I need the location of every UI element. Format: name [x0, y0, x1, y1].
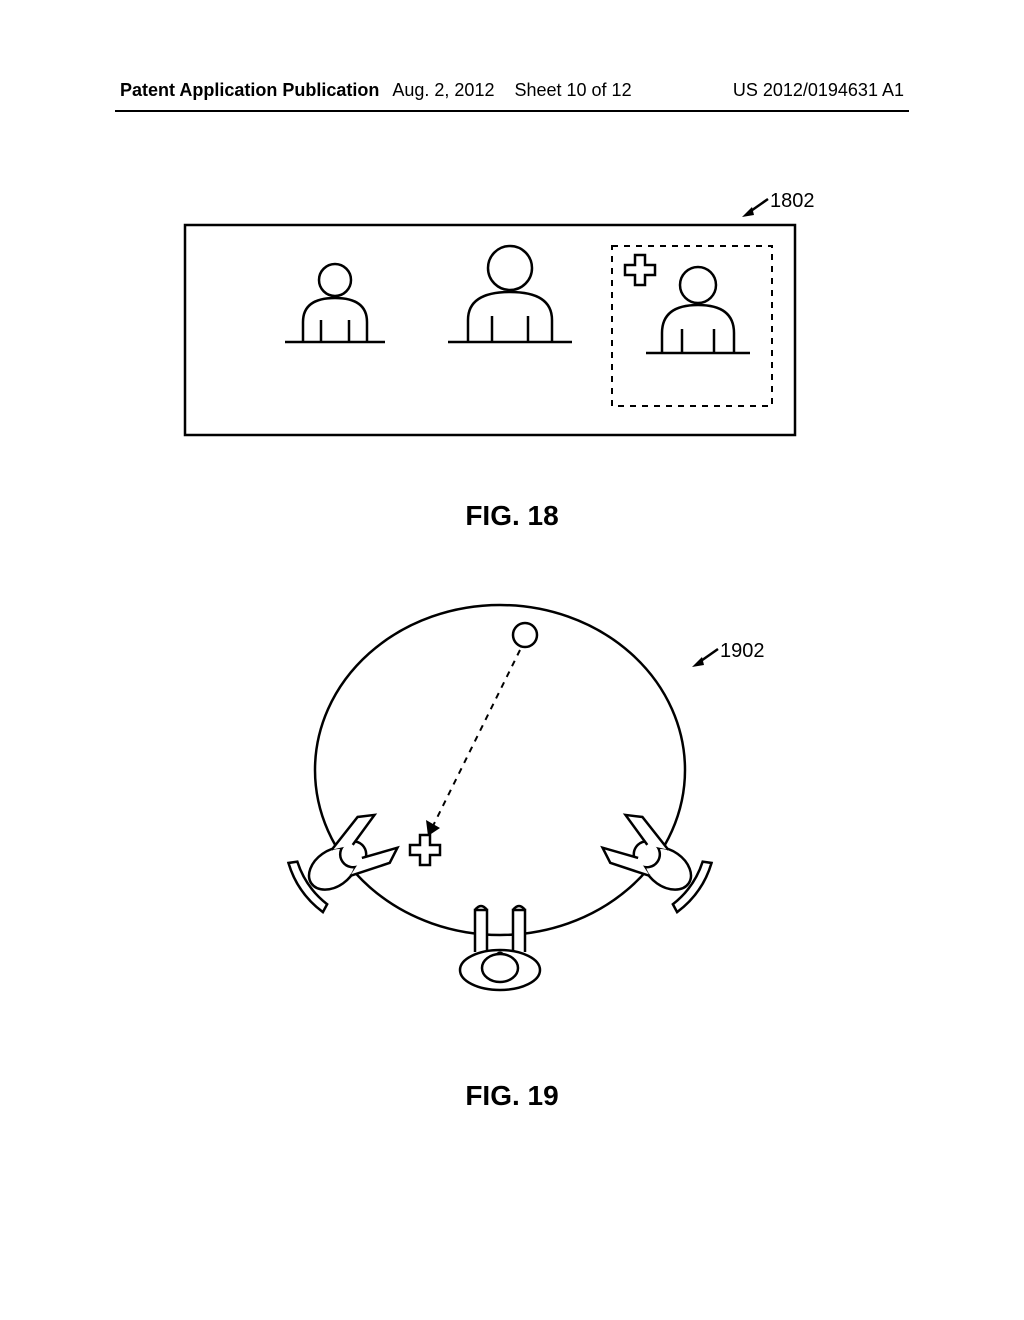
- header-mid: Aug. 2, 2012 Sheet 10 of 12: [381, 80, 642, 101]
- ref-arrow-1802: [740, 195, 770, 219]
- figure-19: [270, 590, 730, 1020]
- figure-19-label: FIG. 19: [0, 1080, 1024, 1112]
- sheet: Sheet 10 of 12: [514, 80, 631, 100]
- pub-number: US 2012/0194631 A1: [643, 80, 904, 101]
- publication-label: Patent Application Publication: [120, 80, 381, 101]
- page-header: Patent Application Publication Aug. 2, 2…: [0, 80, 1024, 101]
- figure-18-label: FIG. 18: [0, 500, 1024, 532]
- header-rule: [115, 110, 909, 112]
- date: Aug. 2, 2012: [392, 80, 494, 100]
- figure-18: [180, 220, 800, 440]
- ref-number-1802: 1802: [770, 190, 815, 213]
